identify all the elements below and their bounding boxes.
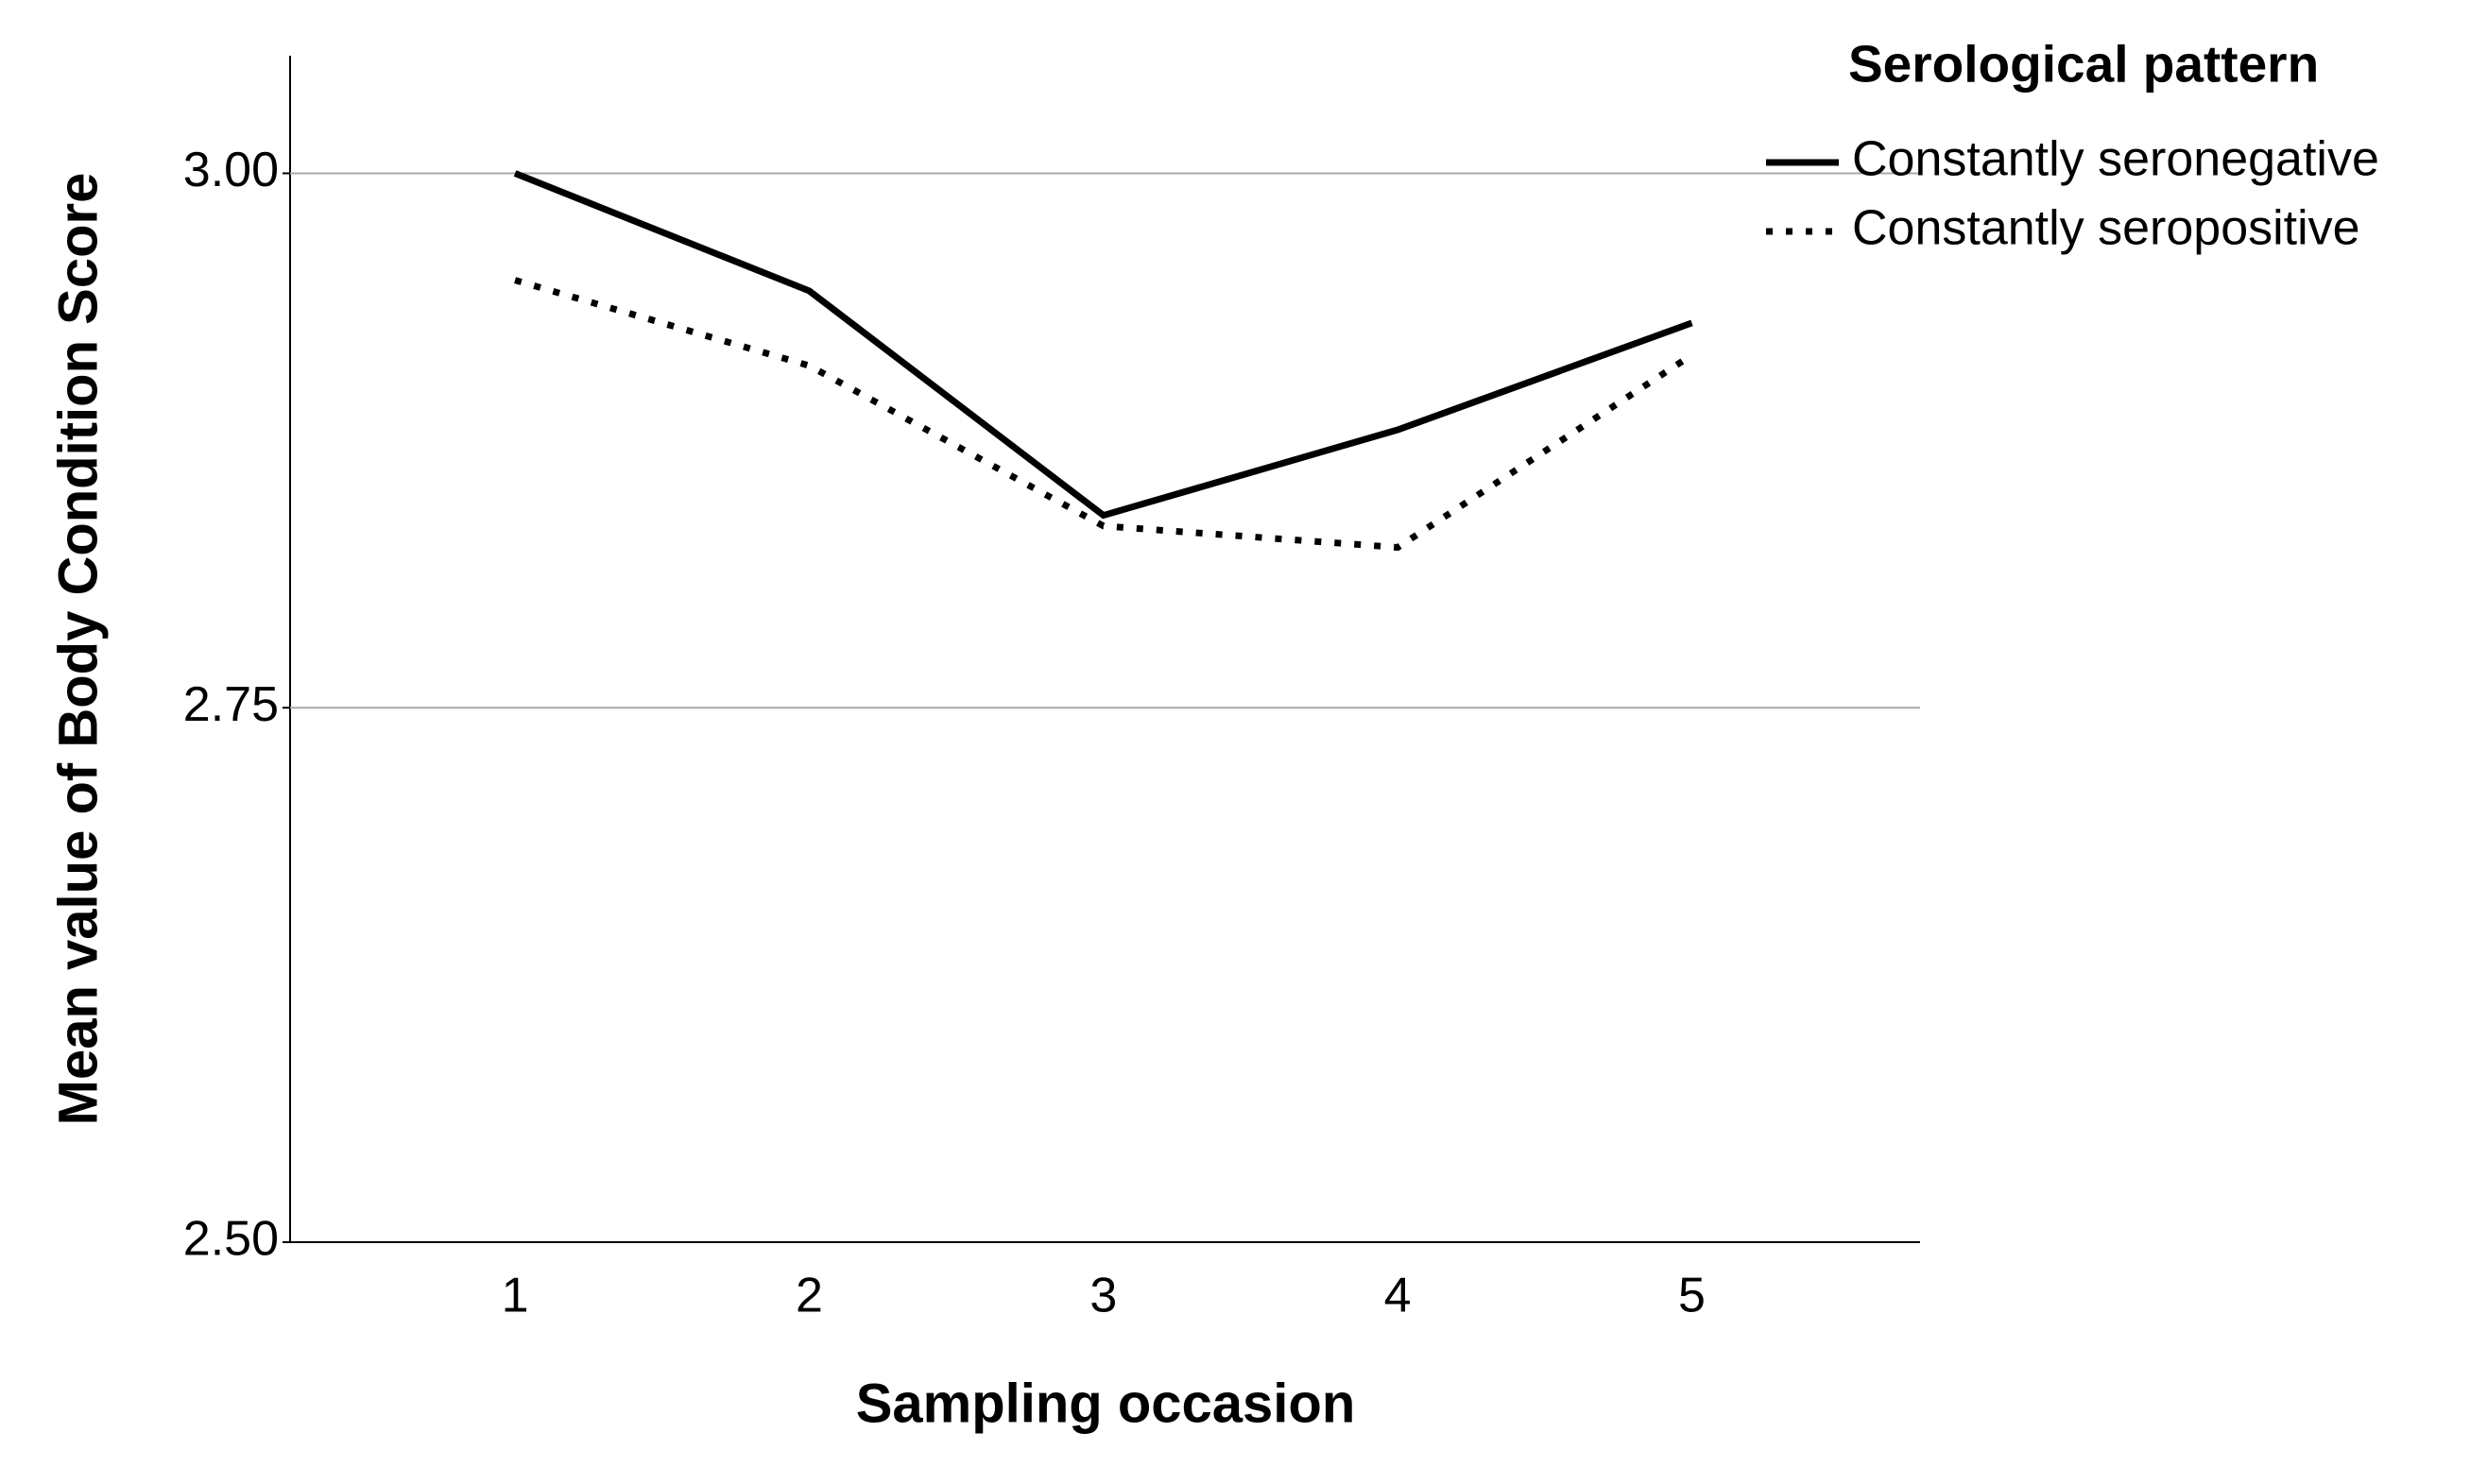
x-tick-label: 3: [1089, 1269, 1117, 1323]
x-tick-label: 1: [502, 1269, 529, 1323]
x-tick-label: 2: [796, 1269, 823, 1323]
y-tick-label: 2.75: [183, 677, 279, 732]
legend-title: Serological pattern: [1848, 35, 2319, 94]
legend-label: Constantly seronegative: [1852, 132, 2379, 187]
series-line: [514, 277, 1694, 552]
x-tick-label: 4: [1384, 1269, 1412, 1323]
y-axis-title: Mean value of Body Condition Score: [47, 173, 109, 1126]
legend-label: Constantly seropositive: [1852, 201, 2360, 256]
x-tick-label: 5: [1678, 1269, 1706, 1323]
y-tick-label: 3.00: [183, 143, 279, 197]
x-axis-title: Sampling occasion: [856, 1373, 1356, 1434]
series-line: [513, 170, 1693, 520]
y-tick-label: 2.50: [183, 1212, 279, 1267]
